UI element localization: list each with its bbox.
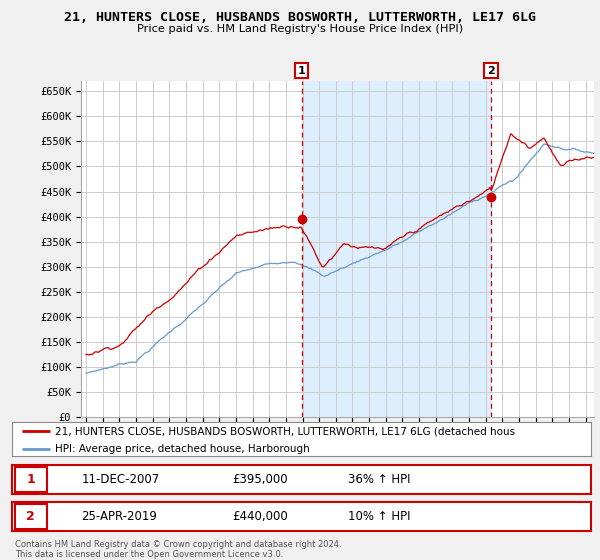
Text: Price paid vs. HM Land Registry's House Price Index (HPI): Price paid vs. HM Land Registry's House … bbox=[137, 24, 463, 34]
Text: 10% ↑ HPI: 10% ↑ HPI bbox=[348, 510, 410, 523]
Text: 1: 1 bbox=[26, 473, 35, 486]
Text: 1: 1 bbox=[298, 66, 305, 76]
Bar bbox=[15, 504, 47, 529]
Text: 21, HUNTERS CLOSE, HUSBANDS BOSWORTH, LUTTERWORTH, LE17 6LG (detached hous: 21, HUNTERS CLOSE, HUSBANDS BOSWORTH, LU… bbox=[55, 426, 515, 436]
Text: £440,000: £440,000 bbox=[232, 510, 288, 523]
Text: £395,000: £395,000 bbox=[232, 473, 287, 486]
Text: HPI: Average price, detached house, Harborough: HPI: Average price, detached house, Harb… bbox=[55, 444, 310, 454]
Text: 2: 2 bbox=[487, 66, 495, 76]
Text: 21, HUNTERS CLOSE, HUSBANDS BOSWORTH, LUTTERWORTH, LE17 6LG: 21, HUNTERS CLOSE, HUSBANDS BOSWORTH, LU… bbox=[64, 11, 536, 25]
Text: 2: 2 bbox=[26, 510, 35, 523]
Bar bbox=[302, 81, 491, 417]
Text: 25-APR-2019: 25-APR-2019 bbox=[82, 510, 157, 523]
Text: 36% ↑ HPI: 36% ↑ HPI bbox=[348, 473, 410, 486]
Text: Contains HM Land Registry data © Crown copyright and database right 2024.
This d: Contains HM Land Registry data © Crown c… bbox=[15, 540, 341, 559]
Bar bbox=[15, 467, 47, 492]
Text: 11-DEC-2007: 11-DEC-2007 bbox=[82, 473, 160, 486]
